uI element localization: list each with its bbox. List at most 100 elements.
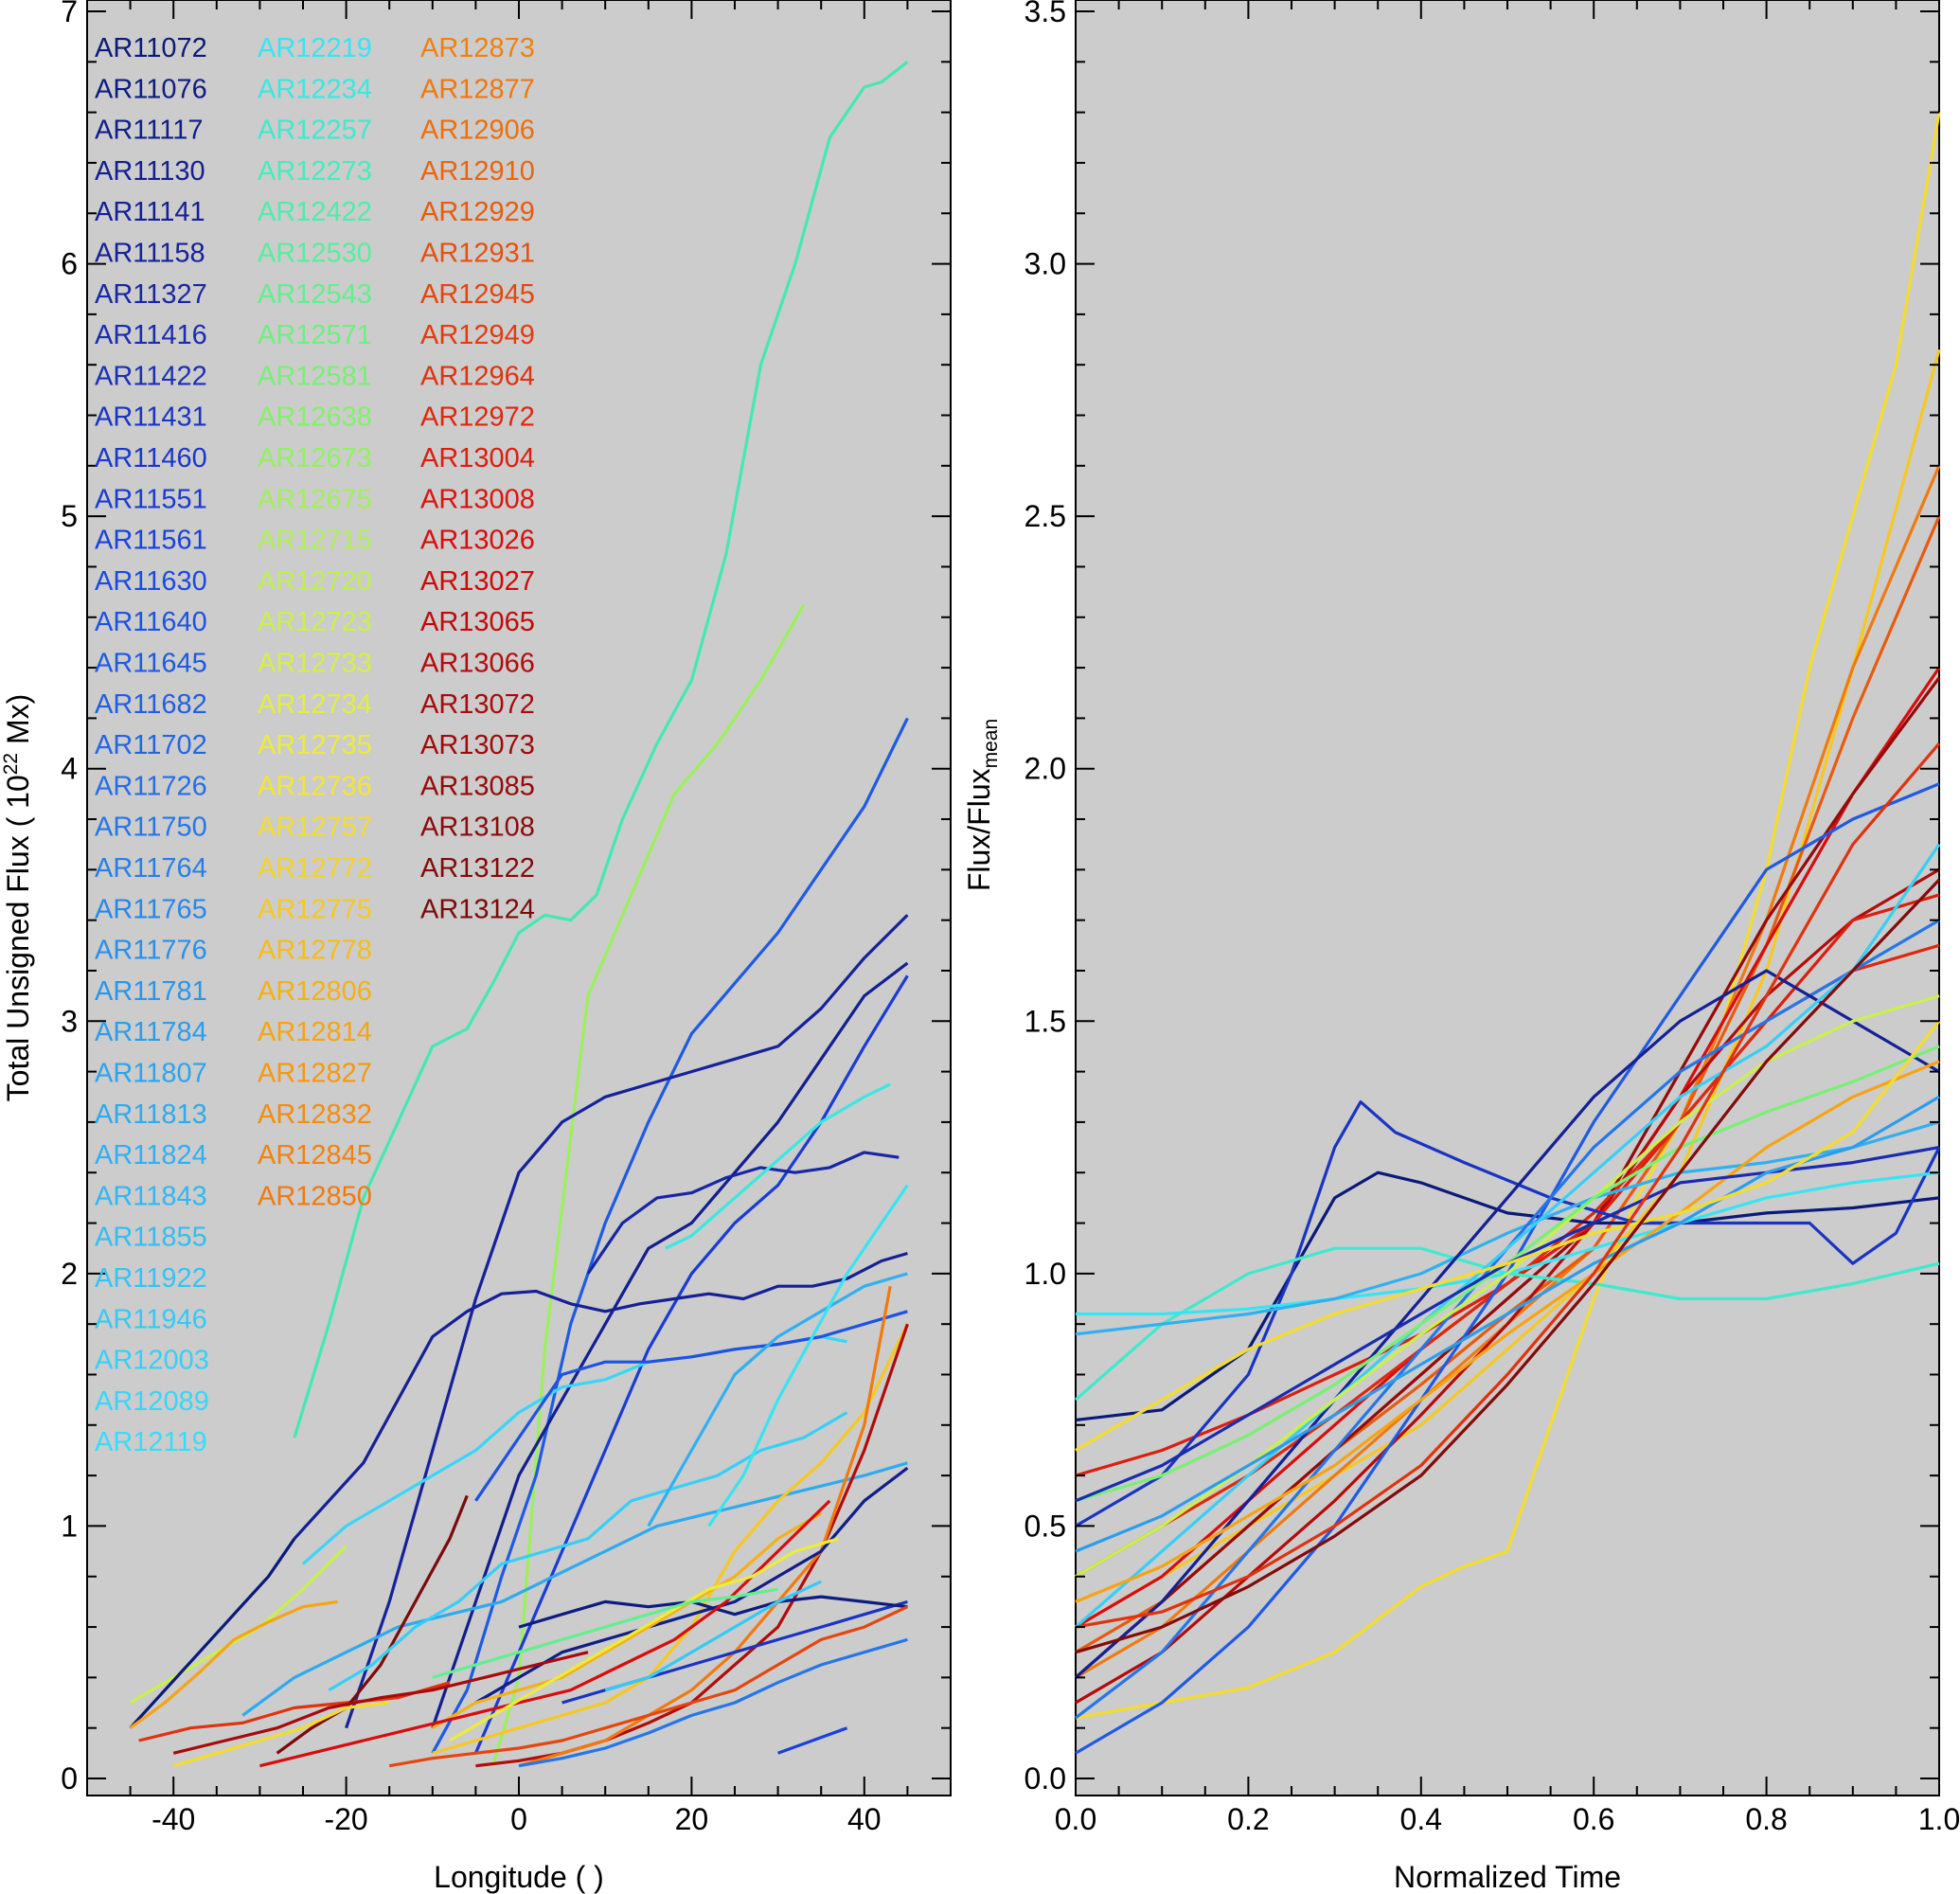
right-series-line-13 [1075, 1120, 1940, 1336]
legend-entry: AR12257 [258, 116, 372, 146]
legend-entry: AR12234 [258, 74, 372, 104]
legend-entry: AR11764 [95, 853, 207, 884]
left-series-line-11 [129, 1545, 347, 1705]
left-x-tick-label: 0 [510, 1802, 527, 1836]
legend-entry: AR11781 [95, 976, 207, 1007]
left-series-line-28 [388, 1605, 909, 1768]
left-x-tick-label: 40 [847, 1802, 882, 1836]
left-series-line-6 [293, 1251, 908, 1540]
legend-entry: AR11327 [95, 279, 207, 310]
legend-entry: AR13004 [420, 443, 535, 474]
left-ticks-group: -40 -20 0 20 40 0 1 2 3 4 5 6 7 [61, 0, 952, 1836]
legend-entry: AR11682 [95, 689, 207, 720]
right-series-line-0 [1075, 112, 1941, 1720]
right-y-tick-label: 1.0 [1025, 1257, 1066, 1291]
legend-entry: AR12850 [258, 1181, 372, 1211]
legend-entry: AR12273 [258, 156, 372, 187]
legend-entry: AR11843 [95, 1181, 207, 1211]
legend-entry: AR12814 [258, 1017, 372, 1047]
legend-entry: AR12219 [258, 33, 372, 63]
left-series-line-13 [129, 1599, 338, 1729]
left-panel: -40 -20 0 20 40 0 1 2 3 4 5 6 7 AR11072 AR11076 AR1111… [0, 0, 952, 1894]
legend-entry: AR11460 [95, 443, 207, 474]
right-series-line-18 [1075, 994, 1940, 1579]
legend-entry: AR13072 [420, 689, 535, 720]
right-panel: 0.0 0.2 0.4 0.6 0.8 1.0 0.0 0.5 1.0 1.5 2.0 2.5 3.0 3… [962, 0, 1960, 1894]
legend-entry: AR13085 [420, 771, 535, 801]
legend-entry: AR13073 [420, 730, 535, 760]
left-y-tick-label: 2 [61, 1257, 78, 1291]
legend-entry: AR11630 [95, 566, 207, 597]
right-x-tick-label: 0.4 [1400, 1802, 1442, 1836]
left-series-line-17 [647, 1272, 908, 1528]
legend-entry: AR11072 [95, 33, 207, 63]
left-series-line-18 [665, 1082, 891, 1250]
legend-entry: AR12723 [258, 607, 372, 637]
left-series-line-35 [172, 1651, 589, 1755]
left-y-axis-label-main: Total Unsigned Flux ( 10 [1, 775, 35, 1101]
left-legend: AR11072 AR11076 AR11117 AR11130 AR11141 AR111… [95, 33, 535, 1457]
legend-entry: AR12845 [258, 1140, 372, 1170]
legend-entry: AR12543 [258, 279, 372, 310]
legend-entry: AR11431 [95, 402, 207, 433]
left-series-line-4 [431, 961, 909, 1729]
left-x-tick-label: 20 [675, 1802, 709, 1836]
right-plot-area [1075, 0, 1940, 1796]
legend-entry: AR12949 [420, 320, 535, 350]
right-x-tick-label: 0.2 [1227, 1802, 1269, 1836]
legend-entry: AR12775 [258, 894, 372, 924]
left-series-line-25 [518, 1637, 908, 1768]
legend-entry: AR12089 [95, 1386, 209, 1417]
left-series-line-3 [345, 914, 909, 1729]
legend-entry: AR12929 [420, 197, 535, 227]
right-y-tick-label: 3.5 [1025, 0, 1066, 28]
legend-entry: AR11117 [95, 116, 203, 146]
left-series-line-34 [172, 1701, 390, 1768]
right-y-tick-label: 1.5 [1025, 1004, 1066, 1038]
right-series-line-25 [1075, 878, 1941, 1654]
left-series-line-1 [491, 603, 806, 1767]
left-series-line-32 [604, 1580, 822, 1692]
left-y-tick-label: 1 [61, 1509, 78, 1543]
right-y-tick-label: 2.0 [1025, 752, 1066, 786]
legend-entry: AR12910 [420, 156, 535, 187]
left-series-line-10 [241, 1461, 908, 1717]
legend-entry: AR12119 [95, 1427, 207, 1457]
right-y-axis-label: Flux/Fluxmean [962, 719, 1002, 891]
legend-entry: AR11824 [95, 1140, 207, 1170]
left-series-line-0 [293, 61, 909, 1438]
left-series-line-26 [518, 1595, 908, 1629]
legend-entry: AR11640 [95, 607, 207, 637]
right-x-tick-label: 0.8 [1745, 1802, 1787, 1836]
left-y-tick-label: 6 [61, 247, 78, 281]
left-series-line-27 [431, 1511, 823, 1730]
right-x-tick-label: 0.6 [1573, 1802, 1614, 1836]
left-plot-area [86, 0, 952, 1796]
left-series-line-31 [432, 1587, 778, 1679]
left-y-axis-label: Total Unsigned Flux ( 1022 Mx) [0, 694, 35, 1102]
legend-entry: AR12581 [258, 361, 372, 391]
right-series-line-10 [1075, 1100, 1941, 1528]
right-series-line-5 [1074, 676, 1941, 1679]
legend-entry: AR12873 [420, 33, 535, 63]
left-series-line-9 [474, 1310, 908, 1502]
left-y-tick-label: 3 [61, 1004, 78, 1038]
left-series-line-22 [518, 1285, 892, 1768]
right-x-tick-label: 0.0 [1055, 1802, 1096, 1836]
legend-entry: AR12571 [258, 320, 372, 350]
legend-entry: AR12945 [420, 279, 535, 310]
legend-entry: AR12827 [258, 1059, 372, 1089]
legend-entry: AR11702 [95, 730, 207, 760]
legend-entry: AR12972 [420, 402, 535, 433]
left-series-line-30 [449, 1537, 839, 1742]
legend-entry: AR11076 [95, 74, 207, 104]
legend-entry: AR11130 [95, 156, 205, 187]
right-series-line-17 [1074, 843, 1941, 1629]
legend-entry: AR12673 [258, 443, 372, 474]
legend-entry: AR11765 [95, 894, 207, 924]
left-x-tick-label: -20 [324, 1802, 367, 1836]
legend-entry: AR11158 [95, 239, 205, 269]
legend-entry: AR12806 [258, 976, 372, 1007]
left-series-line-12 [129, 1537, 296, 1729]
